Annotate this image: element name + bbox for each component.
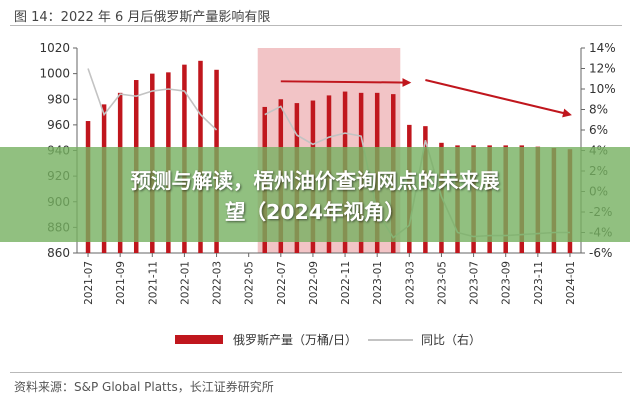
right-tick-label: 14% — [589, 41, 616, 55]
left-tick-label: 960 — [47, 118, 70, 132]
right-tick-label: 6% — [589, 123, 608, 137]
x-tick-label: 2023-07 — [469, 261, 481, 305]
trend-arrow — [280, 78, 412, 88]
headline-text: 预测与解读，梧州油价查询网点的未来展 望（2024年视角） — [20, 166, 610, 228]
x-tick-label: 2021-11 — [147, 261, 159, 305]
x-tick-label: 2023-03 — [404, 261, 416, 305]
headline-line-2: 望（2024年视角） — [224, 200, 406, 224]
yoy-line — [87, 68, 218, 131]
figure-title: 图 14：2022 年 6 月后俄罗斯产量影响有限 — [14, 10, 271, 25]
legend: 俄罗斯产量（万桶/日） 同比（右） — [175, 332, 481, 347]
annotation-arrows — [280, 78, 572, 118]
x-tick-label: 2022-01 — [179, 261, 191, 305]
legend-label-line: 同比（右） — [421, 332, 481, 347]
legend-swatch-bar — [175, 335, 223, 344]
legend-label-bar: 俄罗斯产量（万桶/日） — [233, 332, 357, 347]
left-tick-label: 1020 — [39, 41, 70, 55]
x-tick-label: 2023-01 — [372, 261, 384, 305]
x-tick-label: 2021-07 — [83, 261, 95, 305]
x-tick-label: 2022-09 — [308, 261, 320, 305]
title-divider — [10, 25, 622, 26]
left-tick-label: 980 — [47, 92, 70, 106]
x-tick-label: 2022-05 — [244, 261, 256, 305]
right-tick-label: -6% — [589, 246, 612, 260]
trend-arrow — [425, 79, 572, 118]
x-tick-label: 2023-05 — [436, 261, 448, 305]
right-tick-label: 12% — [589, 62, 616, 76]
left-tick-label: 1000 — [39, 67, 70, 81]
x-tick-label: 2023-11 — [533, 261, 545, 305]
x-tick-label: 2024-01 — [565, 261, 577, 305]
x-tick-label: 2021-09 — [115, 261, 127, 305]
x-tick-label: 2022-03 — [212, 261, 224, 305]
headline-banner — [0, 147, 630, 242]
source-divider — [10, 372, 622, 373]
headline-line-1: 预测与解读，梧州油价查询网点的未来展 — [130, 169, 500, 193]
x-tick-label: 2023-09 — [501, 261, 513, 305]
x-tick-label: 2022-11 — [340, 261, 352, 305]
x-tick-label: 2022-07 — [276, 261, 288, 305]
source-note: 资料来源：S&P Global Platts，长江证券研究所 — [14, 380, 274, 394]
left-tick-label: 860 — [47, 246, 70, 260]
right-tick-label: 10% — [589, 82, 616, 96]
right-tick-label: 8% — [589, 103, 608, 117]
